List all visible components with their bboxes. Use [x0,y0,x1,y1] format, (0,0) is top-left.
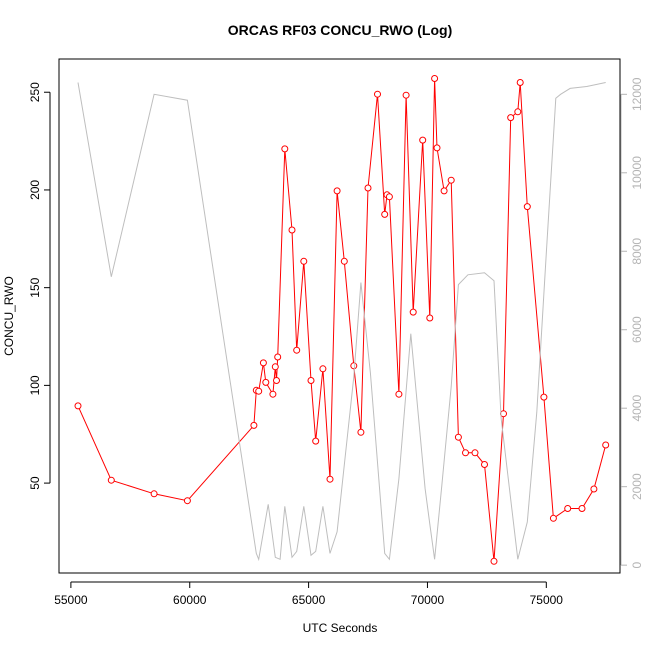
data-point [333,187,341,195]
x-tick-label: 75000 [530,593,564,607]
data-point [540,393,548,401]
y2-tick-label: 4000 [630,395,644,422]
data-point [150,490,158,498]
y2-tick-label: 0 [630,562,644,569]
data-point [269,390,277,398]
data-point [300,257,308,265]
y2-tick-label: 12000 [630,77,644,111]
data-point [578,505,586,512]
x-tick-label: 70000 [411,593,445,607]
data-point [250,421,258,429]
data-point [549,514,557,522]
y2-tick-label: 6000 [630,316,644,343]
x-tick-label: 65000 [292,593,326,607]
data-point [564,505,572,512]
data-point [262,378,270,386]
y-tick-label: 100 [28,375,42,395]
data-point [454,433,462,441]
data-point [471,449,479,457]
x-tick-label: 55000 [54,593,88,607]
y-tick-label: 50 [28,476,42,490]
data-point [433,144,441,152]
data-point [431,75,439,82]
data-point [523,203,531,211]
data-point [419,136,427,144]
right-axis-series-line [77,82,606,562]
data-point [259,359,267,367]
data-point [319,365,327,373]
data-point [590,485,598,493]
data-point [514,108,522,116]
data-point [402,91,410,99]
data-point [426,314,434,322]
data-point [312,437,320,445]
data-point [381,210,389,218]
data-point [481,461,488,468]
chart-title: ORCAS RF03 CONCU_RWO (Log) [228,22,453,38]
y-tick-label: 200 [28,180,42,200]
data-point [364,184,372,192]
series-layer [74,75,610,565]
data-point [357,428,365,436]
data-point [74,402,82,410]
data-point [602,441,610,449]
data-point [447,176,455,184]
data-point [274,353,282,361]
data-point [440,187,448,195]
y2-tick-label: 8000 [630,238,644,265]
x-axis-label: UTC Seconds [303,621,378,635]
data-point [183,497,191,505]
data-point [273,377,280,384]
data-point [385,193,393,201]
data-point [107,476,115,484]
data-point [374,90,381,98]
data-point [271,363,279,371]
data-point [409,308,417,316]
data-point [350,362,358,370]
data-point [490,557,498,565]
data-point [288,226,296,234]
y-tick-label: 250 [28,82,42,102]
data-point [516,79,524,86]
x-tick-label: 60000 [173,593,207,607]
data-point [507,114,515,122]
data-point [255,387,263,395]
data-point [326,475,334,483]
y2-tick-label: 2000 [630,473,644,500]
data-point [281,145,289,153]
y-axis-label: CONCU_RWO [2,276,16,356]
data-point [293,346,301,354]
data-point [307,377,315,384]
y-tick-label: 150 [28,277,42,297]
data-point [462,449,469,457]
data-point [395,390,403,398]
plot-frame [58,58,621,574]
data-point [340,257,348,265]
axes-layer: 55000 60000 65000 70000 75000 50 100 150 200 250 0… [28,77,644,607]
y2-tick-label: 10000 [630,156,644,190]
